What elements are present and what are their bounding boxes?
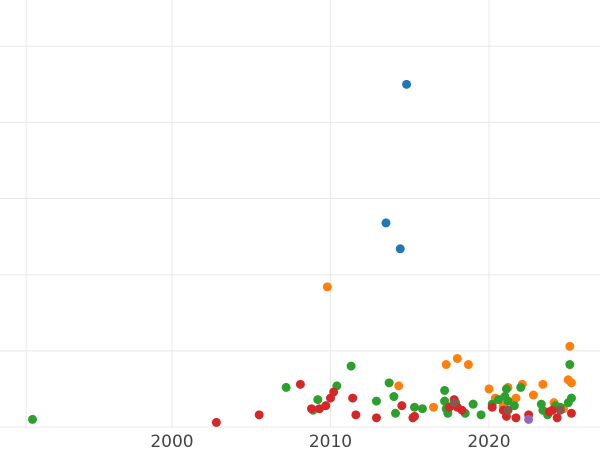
- data-point: [322, 282, 332, 292]
- data-point: [402, 79, 412, 89]
- data-point: [410, 402, 420, 412]
- data-point: [566, 408, 576, 418]
- data-point: [417, 404, 427, 414]
- data-point: [394, 381, 404, 391]
- data-point: [348, 393, 358, 403]
- data-point: [410, 411, 420, 421]
- data-point: [565, 360, 575, 370]
- data-point: [321, 401, 331, 411]
- data-point: [295, 379, 305, 389]
- grid-lines: [0, 0, 600, 428]
- data-point: [566, 393, 576, 403]
- data-point: [306, 404, 316, 414]
- data-point: [516, 382, 526, 392]
- data-point: [528, 390, 538, 400]
- data-point: [371, 413, 381, 423]
- x-tick-label: 2000: [150, 432, 193, 450]
- data-point: [440, 396, 450, 406]
- x-tick-label: 2020: [467, 432, 510, 450]
- x-tick-label: 2010: [309, 432, 352, 450]
- data-point: [395, 244, 405, 254]
- data-point: [463, 360, 473, 370]
- data-point: [351, 410, 361, 420]
- data-point: [524, 414, 534, 424]
- data-point: [371, 396, 381, 406]
- data-point: [389, 392, 399, 402]
- data-point: [476, 410, 486, 420]
- data-point: [565, 341, 575, 351]
- data-point: [503, 396, 513, 406]
- data-point: [281, 382, 291, 392]
- data-point: [390, 408, 400, 418]
- data-point: [538, 379, 548, 389]
- data-point: [555, 405, 565, 415]
- data-point: [511, 393, 521, 403]
- data-point: [384, 378, 394, 388]
- data-point: [452, 353, 462, 363]
- data-point: [501, 384, 511, 394]
- data-point: [503, 405, 513, 415]
- data-point: [211, 417, 221, 427]
- data-point: [440, 385, 450, 395]
- data-point: [329, 387, 339, 397]
- data-point: [449, 398, 459, 408]
- x-axis-ticks: 2000 2010 2020: [150, 432, 510, 450]
- data-point: [254, 410, 264, 420]
- data-point: [509, 401, 519, 411]
- data-point: [429, 402, 439, 412]
- data-point: [552, 413, 562, 423]
- data-point: [487, 402, 497, 412]
- data-point: [313, 395, 323, 405]
- data-point: [381, 218, 391, 228]
- data-points: [28, 79, 576, 427]
- data-point: [441, 360, 451, 370]
- data-point: [457, 405, 467, 415]
- data-point: [28, 414, 38, 424]
- data-point: [397, 401, 407, 411]
- data-point: [468, 399, 478, 409]
- data-point: [484, 384, 494, 394]
- data-point: [547, 405, 557, 415]
- data-point: [346, 361, 356, 371]
- data-point: [511, 413, 521, 423]
- data-point: [566, 378, 576, 388]
